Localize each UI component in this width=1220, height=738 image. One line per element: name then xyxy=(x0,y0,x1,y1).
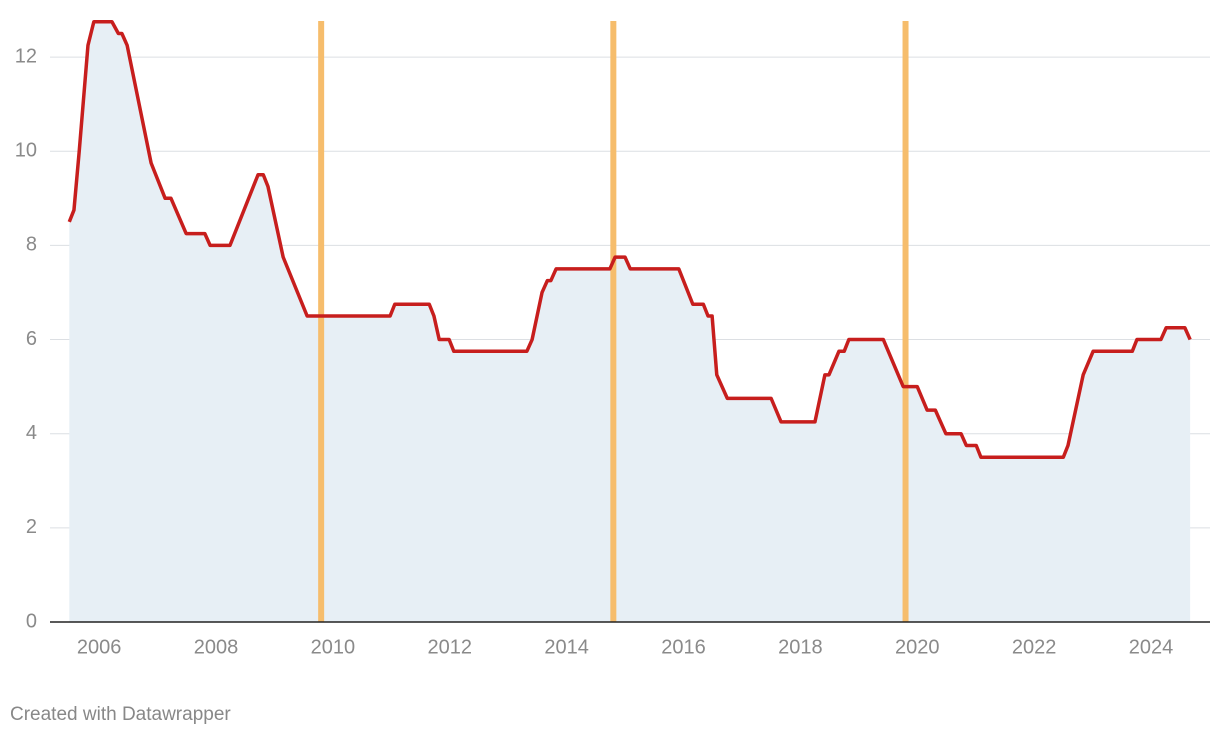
x-tick-label: 2008 xyxy=(194,636,239,658)
y-tick-label: 0 xyxy=(26,610,37,632)
x-tick-label: 2022 xyxy=(1012,636,1057,658)
x-tick-label: 2014 xyxy=(544,636,589,658)
footer: Created with Datawrapper xyxy=(10,704,231,725)
x-tick-label: 2012 xyxy=(427,636,472,658)
x-tick-label: 2006 xyxy=(77,636,122,658)
x-tick-label: 2018 xyxy=(778,636,823,658)
x-tick-label: 2016 xyxy=(661,636,706,658)
area xyxy=(69,21,1191,622)
y-tick-label: 4 xyxy=(26,422,37,444)
line xyxy=(67,20,1192,459)
y-tick-label: 12 xyxy=(15,45,37,67)
y-tick-label: 2 xyxy=(26,516,37,538)
y-tick-label: 6 xyxy=(26,328,37,350)
x-tick-label: 2024 xyxy=(1129,636,1174,658)
y-tick-label: 8 xyxy=(26,234,37,256)
y-tick-label: 10 xyxy=(15,140,37,162)
x-tick-label: 2010 xyxy=(311,636,356,658)
x-tick-label: 2020 xyxy=(895,636,940,658)
